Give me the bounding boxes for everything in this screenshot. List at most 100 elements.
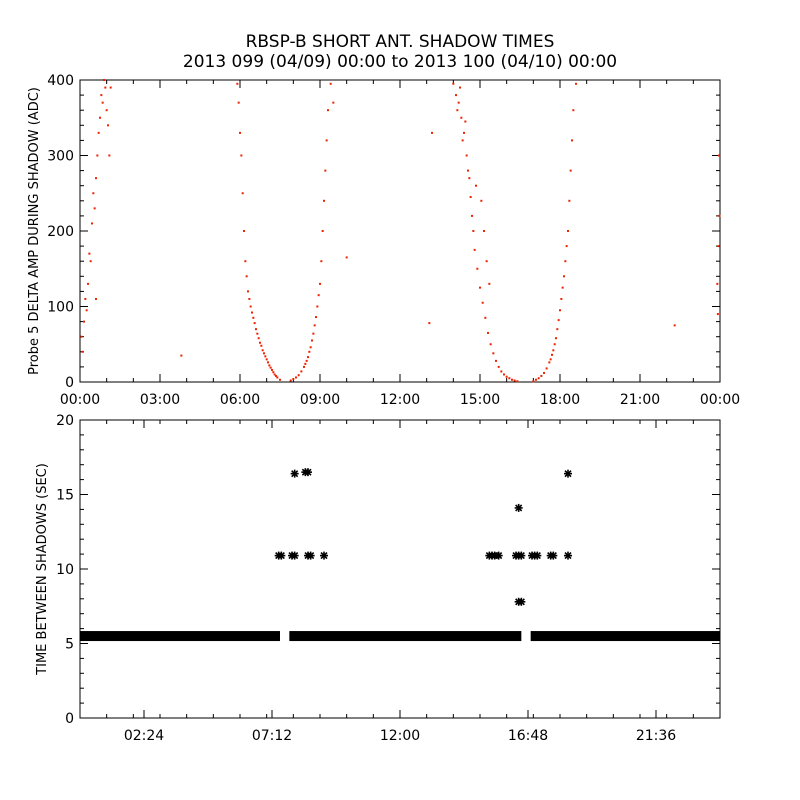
- data-point: [479, 286, 481, 289]
- data-point: [475, 184, 477, 187]
- x-tick-label: 09:00: [300, 392, 340, 408]
- data-point: [100, 94, 103, 97]
- data-point: [494, 551, 503, 560]
- data-point: [261, 349, 264, 352]
- y-tick-label: 0: [65, 375, 74, 391]
- data-point: [508, 377, 511, 380]
- data-point: [517, 597, 526, 606]
- data-point: [239, 131, 241, 134]
- data-point: [81, 350, 84, 353]
- data-point: [465, 154, 468, 157]
- data-point: [276, 376, 279, 379]
- data-point: [457, 101, 460, 104]
- data-point: [469, 196, 472, 199]
- data-point: [461, 139, 464, 142]
- data-point: [313, 324, 316, 327]
- data-point: [240, 154, 243, 157]
- data-point: [463, 131, 465, 134]
- data-point: [290, 469, 299, 478]
- data-point: [345, 256, 348, 259]
- data-point: [557, 319, 560, 322]
- data-point: [717, 154, 720, 157]
- data-point: [87, 282, 89, 285]
- data-point: [553, 343, 556, 346]
- data-point: [540, 374, 543, 377]
- y-tick-label: 10: [56, 562, 74, 578]
- data-point: [456, 109, 459, 112]
- data-point: [459, 86, 461, 89]
- y-tick-label: 0: [65, 711, 74, 727]
- data-point: [315, 316, 317, 319]
- data-point: [249, 305, 252, 308]
- data-point: [716, 282, 719, 285]
- data-point: [452, 82, 455, 85]
- data-point: [549, 551, 558, 560]
- data-point: [471, 214, 473, 217]
- data-point: [271, 368, 273, 371]
- data-point: [99, 116, 101, 119]
- data-point: [484, 316, 487, 319]
- data-point: [431, 131, 433, 134]
- data-point: [559, 309, 561, 312]
- data-point: [268, 364, 271, 367]
- x-tick-label: 00:00: [700, 392, 740, 408]
- data-point: [545, 367, 548, 370]
- x-tick-label: 00:00: [60, 392, 100, 408]
- baseline-point-band: [530, 631, 720, 642]
- data-point: [564, 260, 567, 263]
- x-tick-label: 07:12: [252, 728, 292, 744]
- data-point: [304, 362, 307, 365]
- bottom-axes: 0 5 10 15 20 02:24 07:12 12:00 16:48 21:36: [56, 413, 721, 744]
- x-tick-label: 18:00: [540, 392, 580, 408]
- data-point: [324, 169, 327, 172]
- chart-subtitle: 2013 099 (04/09) 00:00 to 2013 100 (04/1…: [182, 52, 618, 72]
- top-y-axis-label: Probe 5 DELTA AMP DURING SHADOW (ADC): [27, 87, 42, 375]
- data-point: [311, 339, 313, 342]
- x-tick-label: 06:00: [220, 392, 260, 408]
- data-point: [263, 352, 265, 355]
- data-point: [272, 371, 275, 374]
- data-point: [505, 375, 508, 378]
- data-point: [80, 335, 83, 338]
- data-point: [716, 313, 719, 316]
- data-point: [300, 370, 303, 373]
- data-point: [264, 355, 267, 358]
- data-point: [485, 260, 488, 263]
- data-point: [572, 109, 575, 112]
- data-point: [248, 297, 251, 300]
- top-plot: Probe 5 DELTA AMP DURING SHADOW (ADC) 0 1…: [27, 73, 740, 408]
- data-point: [259, 341, 261, 344]
- data-point: [295, 376, 297, 379]
- data-point: [718, 214, 721, 217]
- data-point: [517, 551, 526, 560]
- data-point: [237, 101, 240, 104]
- data-point: [537, 377, 540, 380]
- data-point: [95, 297, 97, 300]
- data-point: [305, 359, 308, 362]
- data-point: [308, 350, 311, 353]
- baseline-point-band: [80, 631, 280, 642]
- x-tick-label: 21:00: [620, 392, 660, 408]
- top-plot-frame: [79, 79, 721, 383]
- x-tick-label: 02:24: [124, 728, 164, 744]
- data-point: [533, 551, 542, 560]
- data-point: [93, 207, 96, 210]
- data-point: [104, 86, 107, 89]
- data-point: [575, 82, 577, 85]
- data-point: [306, 551, 315, 560]
- data-point: [253, 322, 256, 325]
- data-point: [297, 374, 300, 377]
- x-tick-label: 03:00: [140, 392, 180, 408]
- data-point: [265, 358, 268, 361]
- data-point: [564, 551, 572, 560]
- data-point: [180, 354, 183, 357]
- baseline-point-band: [289, 631, 522, 642]
- y-tick-label: 100: [47, 300, 74, 316]
- y-tick-label: 400: [47, 73, 74, 89]
- data-point: [548, 361, 551, 364]
- data-point: [325, 139, 328, 142]
- data-point: [503, 373, 505, 376]
- bottom-data-points: [80, 468, 720, 642]
- data-point: [101, 101, 104, 104]
- data-point: [468, 177, 471, 180]
